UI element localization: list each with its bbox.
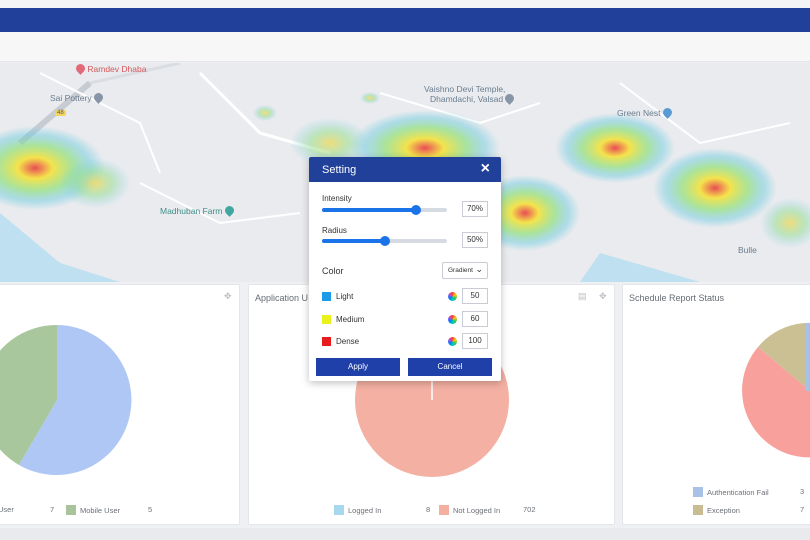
map-place-green-nest[interactable]: Green Nest xyxy=(617,106,674,119)
map-pin-icon xyxy=(92,91,105,104)
legend-value: 8 xyxy=(426,505,431,514)
highway-shield-icon: 48 xyxy=(55,110,66,116)
legend-swatch xyxy=(334,505,344,515)
card-schedule-report-status: Schedule Report Status Authentication Fa… xyxy=(622,284,810,525)
map-place-label: Sai Pottery xyxy=(50,93,92,103)
document-icon[interactable]: ▤ xyxy=(578,291,587,301)
light-value-input[interactable]: 50 xyxy=(462,288,488,304)
slider-handle[interactable] xyxy=(410,205,421,215)
legend-item-user: User 7 xyxy=(0,505,54,514)
map-place-sai-pottery[interactable]: Sai Pottery xyxy=(50,91,105,104)
dense-label: Dense xyxy=(336,337,360,346)
legend-swatch xyxy=(693,487,703,497)
color-mode-select[interactable]: Gradient ⌄ xyxy=(442,262,488,279)
card-title: Schedule Report Status xyxy=(629,293,725,303)
map-pin-icon xyxy=(503,92,517,105)
legend-item-exception: Exception 7 xyxy=(693,505,804,515)
intensity-value-input[interactable]: 70% xyxy=(462,201,488,217)
legend-label: Exception xyxy=(707,506,740,515)
intensity-label: Intensity xyxy=(322,194,352,203)
legend-swatch xyxy=(693,505,703,515)
move-icon[interactable]: ✥ xyxy=(599,291,607,301)
legend-item-logged-in: Logged In 8 xyxy=(334,505,430,515)
move-icon[interactable]: ✥ xyxy=(224,291,232,301)
color-label: Color xyxy=(322,266,344,276)
legend-label: Not Logged In xyxy=(453,506,501,515)
highway-number: 48 xyxy=(57,110,64,116)
legend-swatch xyxy=(439,505,449,515)
dialog-title: Setting xyxy=(322,164,357,176)
map-pin-icon xyxy=(660,106,674,119)
cancel-button[interactable]: Cancel xyxy=(408,358,492,376)
legend-value: 702 xyxy=(523,505,536,514)
apply-button[interactable]: Apply xyxy=(316,358,400,376)
legend-label: Mobile User xyxy=(80,506,121,515)
card-title: Application U xyxy=(255,293,309,303)
map-place-madhuban-farm[interactable]: Madhuban Farm xyxy=(160,204,236,217)
pie-slice-mobile-user[interactable] xyxy=(0,324,57,465)
map-place-bulle: Bulle xyxy=(738,245,757,255)
legend-item-mobile-user: Mobile User 5 xyxy=(66,505,152,515)
map-pin-icon xyxy=(74,63,87,75)
pie-chart xyxy=(0,324,132,475)
legend-value: 5 xyxy=(148,505,153,514)
pie-slice-authentication-fail[interactable] xyxy=(805,323,809,391)
bottom-bar xyxy=(0,528,810,540)
light-label: Light xyxy=(336,292,354,301)
medium-value-input[interactable]: 60 xyxy=(462,311,488,327)
map-place-label: Bulle xyxy=(738,245,757,255)
sub-toolbar xyxy=(0,32,810,62)
pie-slice-failed[interactable] xyxy=(742,323,810,458)
app-header xyxy=(0,8,810,32)
dense-color-swatch xyxy=(322,337,331,346)
top-gap xyxy=(0,0,810,8)
legend-item-not-logged-in: Not Logged In 702 xyxy=(439,505,536,515)
slider-fill xyxy=(322,208,416,212)
medium-color-swatch xyxy=(322,315,331,324)
map-place-dhamdachi: Dhamdachi, Valsad xyxy=(430,92,517,105)
select-value: Gradient xyxy=(448,267,473,274)
map-place-label: Vaishno Devi Temple, xyxy=(424,84,506,94)
map-place-label: Madhuban Farm xyxy=(160,206,223,216)
legend-item-authentication-fail: Authentication Fail 3 xyxy=(693,487,804,497)
map-place-label: Green Nest xyxy=(617,108,661,118)
dialog-header: Setting × xyxy=(309,157,501,182)
legend-label: User xyxy=(0,505,14,514)
legend-label: Authentication Fail xyxy=(707,488,769,497)
intensity-slider[interactable] xyxy=(322,205,447,215)
map-place-ramdev-dhaba[interactable]: Ramdev Dhaba xyxy=(74,63,147,75)
radius-value-input[interactable]: 50% xyxy=(462,232,488,248)
radius-label: Radius xyxy=(322,226,347,235)
pie-slice-user[interactable] xyxy=(19,325,132,475)
map-place-label: Ramdev Dhaba xyxy=(87,64,147,74)
map-pin-icon xyxy=(222,204,236,217)
map-place-vaishno-devi[interactable]: Vaishno Devi Temple, xyxy=(424,84,505,94)
legend-value: 7 xyxy=(800,505,805,514)
legend-label: Logged In xyxy=(348,506,382,515)
close-icon[interactable]: × xyxy=(480,160,490,177)
color-picker-icon[interactable] xyxy=(448,337,457,346)
legend-value: 3 xyxy=(800,487,805,496)
radius-slider[interactable] xyxy=(322,236,447,246)
chevron-down-icon: ⌄ xyxy=(475,264,483,274)
light-color-swatch xyxy=(322,292,331,301)
legend-swatch xyxy=(66,505,76,515)
color-picker-icon[interactable] xyxy=(448,292,457,301)
legend-value: 7 xyxy=(50,505,55,514)
medium-label: Medium xyxy=(336,315,365,324)
pie-chart xyxy=(742,323,810,458)
dense-value-input[interactable]: 100 xyxy=(462,333,488,349)
settings-dialog: Setting × Intensity 70% Radius 50% Color… xyxy=(309,157,501,381)
pie-slice-exception[interactable] xyxy=(758,323,809,390)
slider-fill xyxy=(322,239,385,243)
color-picker-icon[interactable] xyxy=(448,315,457,324)
map-place-label: Dhamdachi, Valsad xyxy=(430,94,504,104)
slider-handle[interactable] xyxy=(379,236,390,246)
card-users: ✥ User 7 Mobile User 5 xyxy=(0,284,240,525)
